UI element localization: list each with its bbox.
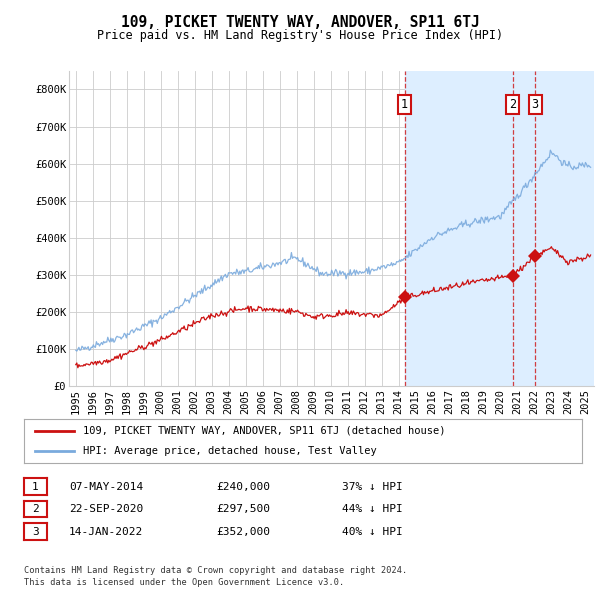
Bar xyxy=(404,71,594,386)
Text: 07-MAY-2014: 07-MAY-2014 xyxy=(69,482,143,491)
Text: 37% ↓ HPI: 37% ↓ HPI xyxy=(342,482,403,491)
Text: 109, PICKET TWENTY WAY, ANDOVER, SP11 6TJ (detached house): 109, PICKET TWENTY WAY, ANDOVER, SP11 6T… xyxy=(83,426,445,436)
Text: 40% ↓ HPI: 40% ↓ HPI xyxy=(342,527,403,536)
Text: £297,500: £297,500 xyxy=(216,504,270,514)
Text: Price paid vs. HM Land Registry's House Price Index (HPI): Price paid vs. HM Land Registry's House … xyxy=(97,29,503,42)
Text: 22-SEP-2020: 22-SEP-2020 xyxy=(69,504,143,514)
Text: Contains HM Land Registry data © Crown copyright and database right 2024.
This d: Contains HM Land Registry data © Crown c… xyxy=(24,566,407,587)
Text: 1: 1 xyxy=(401,98,408,111)
Text: HPI: Average price, detached house, Test Valley: HPI: Average price, detached house, Test… xyxy=(83,446,376,456)
Text: 44% ↓ HPI: 44% ↓ HPI xyxy=(342,504,403,514)
Text: 2: 2 xyxy=(32,504,39,514)
Text: 1: 1 xyxy=(32,482,39,491)
Text: 3: 3 xyxy=(532,98,539,111)
Text: 3: 3 xyxy=(32,527,39,536)
Text: 14-JAN-2022: 14-JAN-2022 xyxy=(69,527,143,536)
Text: £240,000: £240,000 xyxy=(216,482,270,491)
Text: 2: 2 xyxy=(509,98,517,111)
Text: 109, PICKET TWENTY WAY, ANDOVER, SP11 6TJ: 109, PICKET TWENTY WAY, ANDOVER, SP11 6T… xyxy=(121,15,479,30)
Text: £352,000: £352,000 xyxy=(216,527,270,536)
